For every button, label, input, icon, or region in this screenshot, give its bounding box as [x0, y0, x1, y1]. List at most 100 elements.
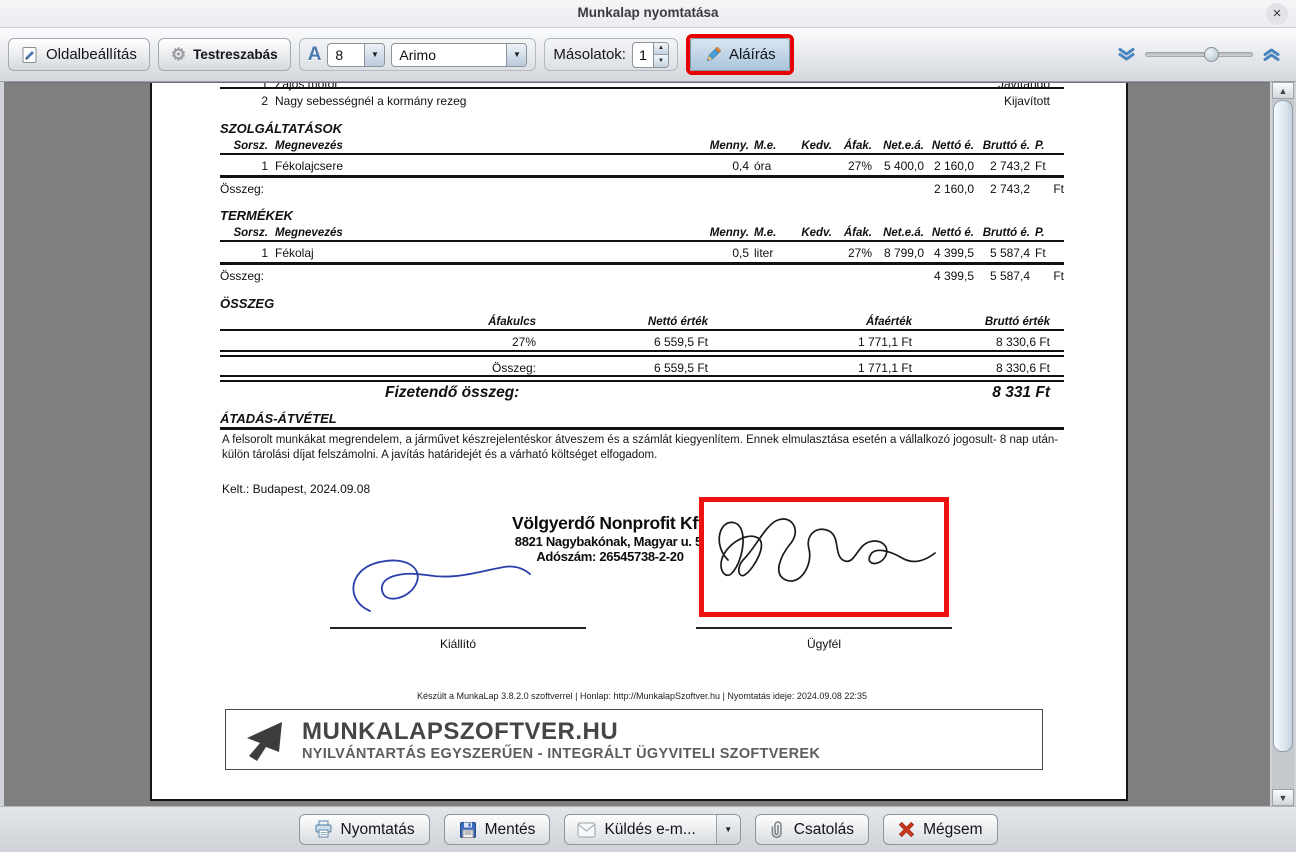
defect-num: 2	[261, 94, 268, 108]
table-rule	[220, 87, 1064, 89]
preview-scrollbar[interactable]: ▲ ▼	[1272, 82, 1294, 806]
pencil-icon	[704, 46, 722, 64]
paperclip-icon	[770, 820, 786, 839]
brand-banner: MUNKALAPSZOFTVER.HU NYILVÁNTARTÁS EGYSZE…	[225, 709, 1043, 770]
services-total-row: Összeg: 2 160,0 2 743,2 Ft	[220, 182, 1064, 196]
font-name-select[interactable]: Arimo ▼	[391, 42, 528, 67]
brand-subtitle: NYILVÁNTARTÁS EGYSZERŰEN - INTEGRÁLT ÜGY…	[302, 745, 821, 762]
font-size-value: 8	[335, 46, 344, 63]
send-email-dropdown-icon[interactable]: ▼	[715, 815, 740, 844]
cancel-label: Mégsem	[923, 820, 983, 838]
zoom-slider[interactable]	[1145, 47, 1253, 62]
handover-text: A felsorolt munkákat megrendelem, a járm…	[222, 434, 1059, 461]
summary-header-row: Áfakulcs Nettó érték Áfaérték Bruttó érték	[488, 316, 1050, 328]
products-total-row: Összeg: 4 399,5 5 587,4 Ft	[220, 269, 1064, 283]
printer-icon	[314, 820, 333, 839]
cursor-arrow-icon	[240, 717, 286, 763]
handover-title: ÁTADÁS-ÁTVÉTEL	[220, 411, 337, 426]
zoom-out-chevron-icon[interactable]	[1118, 48, 1135, 61]
cancel-button[interactable]: Mégsem	[883, 814, 998, 845]
copies-group: Másolatok: 1 ▲ ▼	[544, 38, 678, 71]
page-setup-icon	[21, 46, 39, 64]
summary-title: ÖSSZEG	[220, 296, 275, 311]
send-email-button[interactable]: Küldés e-m... ▼	[564, 814, 741, 845]
copies-value: 1	[639, 46, 647, 63]
save-label: Mentés	[484, 820, 536, 838]
products-row: 1 Fékolaj 0,5 liter 27% 8 799,0 4 399,5 5 5…	[261, 246, 1046, 260]
issuer-signature-scribble	[352, 559, 531, 612]
services-title: SZOLGÁLTATÁSOK	[220, 121, 343, 136]
copies-label: Másolatok:	[553, 46, 626, 63]
cancel-x-icon	[898, 821, 915, 838]
issuer-stamp: Völgyerdő Nonprofit Kft. 8821 Nagybakóna…	[380, 513, 840, 564]
date-line: Kelt.: Budapest, 2024.09.08	[222, 482, 371, 496]
print-label: Nyomtatás	[340, 820, 415, 838]
table-rule	[220, 240, 1064, 242]
services-header-row: Sorsz. Megnevezés Menny. M.e. Kedv. Áfak. N…	[233, 140, 1045, 152]
defect-name: Nagy sebességnél a kormány rezeg	[275, 94, 467, 108]
save-button[interactable]: Mentés	[443, 814, 551, 845]
attach-button[interactable]: Csatolás	[754, 814, 870, 845]
payable-label: Fizetendő összeg:	[385, 384, 520, 401]
font-name-value: Arimo	[399, 46, 436, 63]
print-preview-area: 1 Zajos motor Javítandó 2 Nagy sebességn…	[4, 82, 1270, 806]
issuer-signature-label: Kiállító	[439, 637, 477, 651]
gear-icon: ⚙	[170, 44, 187, 64]
scroll-up-icon[interactable]: ▲	[1272, 82, 1294, 99]
attach-label: Csatolás	[793, 820, 855, 838]
table-rule	[220, 262, 1064, 265]
table-rule	[220, 175, 1064, 178]
dialog-title: Munkalap nyomtatása	[577, 5, 719, 20]
chevron-down-icon[interactable]: ▼	[506, 43, 527, 66]
chevron-down-icon[interactable]: ▼	[364, 43, 385, 66]
generator-footer: Készült a MunkaLap 3.8.2.0 szoftverrel |…	[417, 691, 867, 701]
brand-title: MUNKALAPSZOFTVER.HU	[302, 717, 619, 745]
stamp-address: 8821 Nagybakónak, Magyar u. 5.	[514, 534, 706, 549]
table-rule	[220, 329, 1064, 331]
customer-signature-box[interactable]	[699, 497, 949, 617]
floppy-disk-icon	[459, 821, 477, 839]
services-row: 1 Fékolajcsere 0,4 óra 27% 5 400,0 2 160,0 …	[261, 159, 1046, 173]
customize-label: Testreszabás	[193, 47, 278, 62]
font-size-select[interactable]: 8 ▼	[327, 42, 386, 67]
stamp-company: Völgyerdő Nonprofit Kft.	[512, 513, 708, 533]
signature-button[interactable]: Aláírás	[689, 38, 790, 71]
top-toolbar: Oldalbeállítás ⚙ Testreszabás A 8 ▼ Arim…	[0, 28, 1296, 82]
envelope-icon	[577, 822, 596, 838]
zoom-in-chevron-icon[interactable]	[1263, 48, 1280, 61]
summary-row: 27% 6 559,5 Ft 1 771,1 Ft 8 330,6 Ft	[511, 335, 1050, 349]
copies-stepper[interactable]: 1 ▲ ▼	[631, 41, 669, 68]
page-setup-label: Oldalbeállítás	[46, 46, 137, 63]
table-double-rule	[220, 350, 1064, 357]
bottom-toolbar: Nyomtatás Mentés Küldés e-m... ▼ Csatolá…	[0, 806, 1296, 852]
zoom-control	[1118, 47, 1288, 62]
issuer-signature-line	[330, 627, 586, 629]
page-setup-button[interactable]: Oldalbeállítás	[8, 38, 150, 71]
customize-button[interactable]: ⚙ Testreszabás	[157, 38, 291, 71]
signature-label: Aláírás	[728, 46, 776, 63]
zoom-slider-thumb[interactable]	[1204, 47, 1219, 62]
titlebar: Munkalap nyomtatása ×	[0, 0, 1296, 28]
table-rule	[220, 153, 1064, 155]
customer-signature-scribble	[718, 518, 936, 582]
defect-status: Kijavított	[1003, 94, 1050, 108]
payable-value: 8 331 Ft	[992, 384, 1050, 401]
defect-row: 2 Nagy sebességnél a kormány rezeg Kijav…	[220, 94, 1064, 108]
scroll-down-icon[interactable]: ▼	[1272, 789, 1294, 806]
scrollbar-thumb[interactable]	[1273, 100, 1293, 752]
products-header-row: Sorsz. Megnevezés Menny. M.e. Kedv. Áfak. N…	[233, 227, 1045, 239]
close-icon[interactable]: ×	[1266, 3, 1288, 25]
customer-signature-label: Ügyfél	[806, 637, 841, 651]
font-icon: A	[307, 43, 322, 65]
spinner-down-icon[interactable]: ▼	[653, 55, 668, 67]
print-button[interactable]: Nyomtatás	[298, 814, 430, 845]
products-title: TERMÉKEK	[220, 208, 293, 223]
font-group: A 8 ▼ Arimo ▼	[298, 38, 537, 71]
table-rule	[220, 427, 1064, 430]
document-page: 1 Zajos motor Javítandó 2 Nagy sebességn…	[150, 83, 1128, 801]
spinner-up-icon[interactable]: ▲	[653, 42, 668, 55]
payable-row: Fizetendő összeg: 8 331 Ft	[220, 384, 1064, 402]
summary-total-row: Összeg: 6 559,5 Ft 1 771,1 Ft 8 330,6 Ft	[491, 361, 1050, 375]
send-email-label: Küldés e-m...	[604, 820, 696, 838]
